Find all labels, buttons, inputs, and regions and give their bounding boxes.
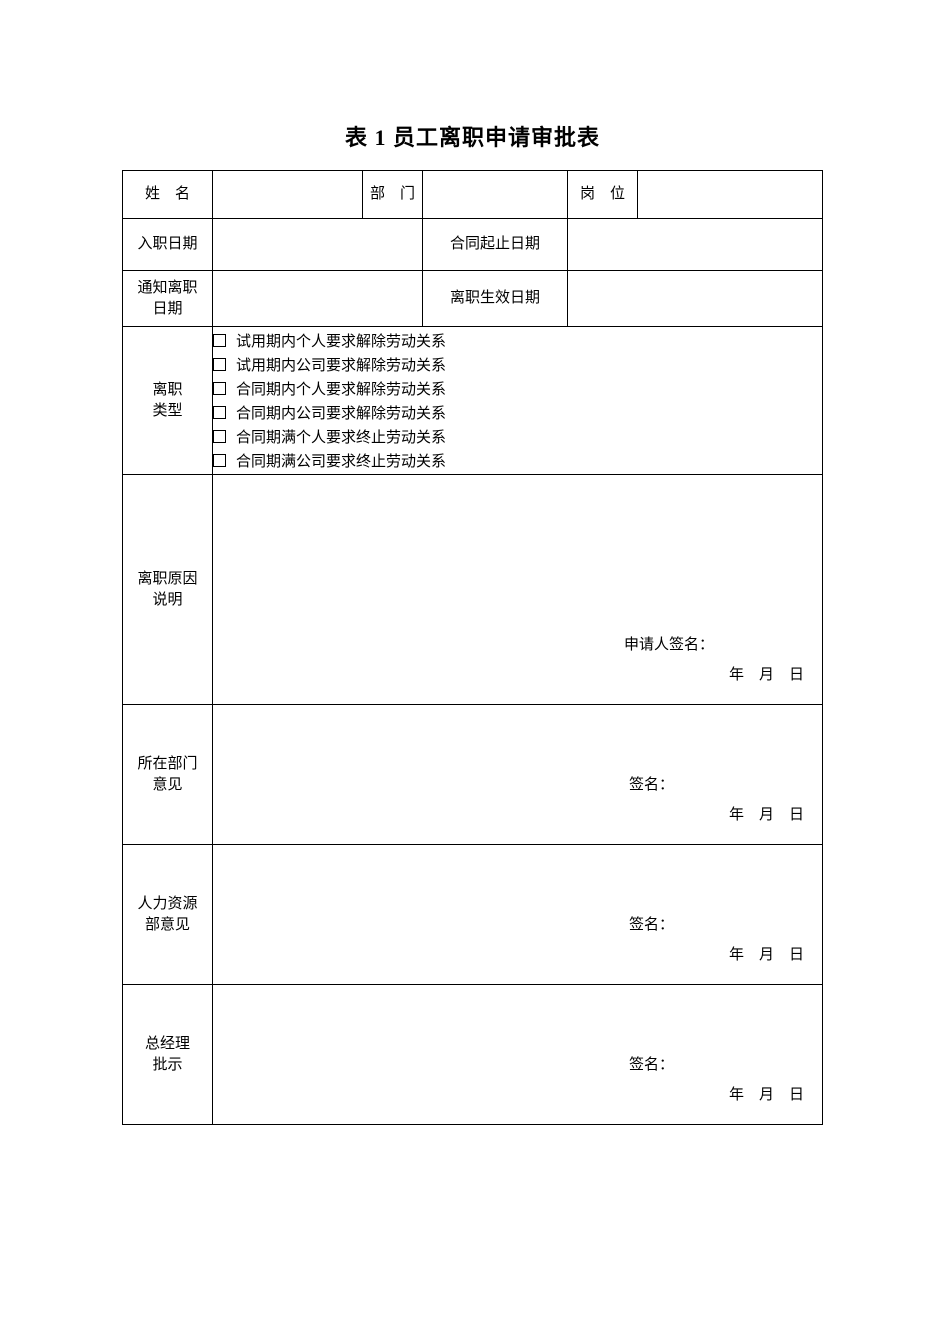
label-name: 姓 名 (123, 171, 213, 219)
label-hr-opinion: 人力资源 部意见 (123, 845, 213, 985)
field-leave-type: 试用期内个人要求解除劳动关系 试用期内公司要求解除劳动关系 合同期内个人要求解除… (213, 327, 823, 475)
option-label: 合同期满个人要求终止劳动关系 (236, 426, 446, 447)
label-gm-opinion: 总经理 批示 (123, 985, 213, 1125)
checkbox-option[interactable]: 合同期内公司要求解除劳动关系 (213, 402, 822, 423)
checkbox-icon (213, 406, 226, 419)
checkbox-icon (213, 334, 226, 347)
label-reason: 离职原因 说明 (123, 475, 213, 705)
date-line: 年 月 日 (624, 660, 804, 690)
label-text: 人力资源 (137, 896, 197, 912)
option-label: 合同期内个人要求解除劳动关系 (236, 378, 446, 399)
date-line: 年 月 日 (629, 940, 804, 970)
label-text: 所在部门 (137, 756, 197, 772)
checkbox-icon (213, 454, 226, 467)
date-line: 年 月 日 (629, 800, 804, 830)
field-contract-period[interactable] (568, 219, 823, 271)
resignation-form-table: 姓 名 部 门 岗 位 入职日期 合同起止日期 通知离职 日期 离职生效日期 离… (122, 170, 823, 1125)
label-post: 岗 位 (568, 171, 638, 219)
date-line: 年 月 日 (629, 1080, 804, 1110)
label-text: 说明 (152, 592, 182, 608)
checkbox-icon (213, 358, 226, 371)
signature-block-applicant: 申请人签名： 年 月 日 (624, 630, 804, 690)
label-text: 部意见 (145, 917, 190, 933)
field-dept[interactable] (423, 171, 568, 219)
label-leave-type: 离职 类型 (123, 327, 213, 475)
label-text: 批示 (152, 1057, 182, 1073)
option-label: 合同期满公司要求终止劳动关系 (236, 450, 446, 471)
signature-block-dept: 签名： 年 月 日 (629, 770, 804, 830)
signature-label: 签名： (629, 910, 804, 940)
field-effective-date[interactable] (568, 271, 823, 327)
label-text: 总经理 (145, 1036, 190, 1052)
signature-block-hr: 签名： 年 月 日 (629, 910, 804, 970)
label-text: 通知离职 (137, 280, 197, 296)
label-dept: 部 门 (363, 171, 423, 219)
field-gm-opinion[interactable]: 签名： 年 月 日 (213, 985, 823, 1125)
label-text: 离职原因 (137, 571, 197, 587)
option-label: 试用期内公司要求解除劳动关系 (236, 354, 446, 375)
label-text: 日期 (152, 301, 182, 317)
label-text: 离职 (152, 382, 182, 398)
checkbox-icon (213, 382, 226, 395)
label-text: 类型 (152, 403, 182, 419)
field-dept-opinion[interactable]: 签名： 年 月 日 (213, 705, 823, 845)
signature-block-gm: 签名： 年 月 日 (629, 1050, 804, 1110)
field-post[interactable] (638, 171, 823, 219)
field-hr-opinion[interactable]: 签名： 年 月 日 (213, 845, 823, 985)
checkbox-option[interactable]: 试用期内个人要求解除劳动关系 (213, 330, 822, 351)
field-name[interactable] (213, 171, 363, 219)
label-notice-date: 通知离职 日期 (123, 271, 213, 327)
label-effective-date: 离职生效日期 (423, 271, 568, 327)
checkbox-option[interactable]: 合同期满公司要求终止劳动关系 (213, 450, 822, 471)
field-reason[interactable]: 申请人签名： 年 月 日 (213, 475, 823, 705)
checkbox-option[interactable]: 合同期内个人要求解除劳动关系 (213, 378, 822, 399)
label-text: 意见 (152, 777, 182, 793)
checkbox-option[interactable]: 合同期满个人要求终止劳动关系 (213, 426, 822, 447)
signature-label: 签名： (629, 1050, 804, 1080)
checkbox-icon (213, 430, 226, 443)
label-contract-period: 合同起止日期 (423, 219, 568, 271)
option-label: 合同期内公司要求解除劳动关系 (236, 402, 446, 423)
field-notice-date[interactable] (213, 271, 423, 327)
label-dept-opinion: 所在部门 意见 (123, 705, 213, 845)
signature-label: 签名： (629, 770, 804, 800)
label-hire-date: 入职日期 (123, 219, 213, 271)
checkbox-option[interactable]: 试用期内公司要求解除劳动关系 (213, 354, 822, 375)
signature-label: 申请人签名： (624, 630, 804, 660)
option-label: 试用期内个人要求解除劳动关系 (236, 330, 446, 351)
field-hire-date[interactable] (213, 219, 423, 271)
form-title: 表 1 员工离职申请审批表 (120, 120, 825, 152)
